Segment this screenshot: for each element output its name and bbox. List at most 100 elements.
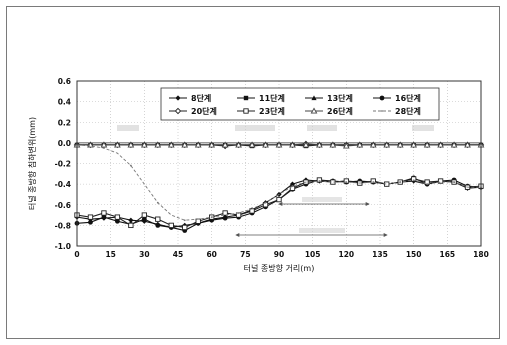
annotation-blur-3 [307,125,337,131]
legend-label: 23단계 [259,106,285,116]
data-point [437,141,444,148]
data-point [114,214,121,220]
legend: 8단계 11단계 13단계 16단계 20단계 23단계 26단계 28단계 [160,87,440,121]
legend-swatch-marker [379,95,385,101]
data-point [88,219,93,225]
data-point [276,196,282,203]
y-tick-label: 0.4 [58,98,71,107]
data-point [235,141,242,148]
data-point [399,181,402,183]
data-point [370,178,376,184]
data-point [156,201,159,204]
data-point [155,216,161,222]
data-point [248,141,256,148]
series-line [76,144,481,221]
data-point [101,210,107,216]
legend-label: 13단계 [327,93,353,103]
legend-item: 23단계 [237,106,285,116]
data-point [183,219,186,222]
axes: 0.6 0.4 0.2 0.0 -0.2 -0.4 -0.6 -0.8 -1.00 15 30 45 6… [27,77,489,273]
data-point [222,210,228,216]
data-point [129,164,132,167]
x-tick-label: 120 [339,250,355,259]
y-tick-label: -1.0 [55,242,71,251]
x-tick-label: 30 [139,250,149,259]
y-tick-label: -0.6 [55,201,71,210]
y-tick-label: -0.2 [55,160,71,169]
data-point [237,212,240,214]
data-point [222,215,228,221]
y-axis-title: 터널 종방향 침하변위(mm) [27,117,37,210]
x-tick-label: 75 [240,250,250,259]
data-point [342,142,350,149]
y-tick-label: -0.4 [55,180,71,189]
legend-swatch-marker [310,107,318,114]
data-point [128,222,134,229]
x-tick-label: 105 [305,250,321,259]
x-tick-label: 90 [274,250,284,259]
data-point [275,141,283,148]
data-point [87,214,94,220]
figure-frame: 0.6 0.4 0.2 0.0 -0.2 -0.4 -0.6 -0.8 -1.0 0 15 30 45 6… [6,6,500,339]
data-point [128,217,134,223]
data-point [100,141,108,148]
x-tick-label: 165 [440,250,456,259]
data-point [168,222,174,229]
data-point [194,141,202,148]
data-point [410,141,418,148]
displacement-chart: 0.6 0.4 0.2 0.0 -0.2 -0.4 -0.6 -0.8 -1.00 15 30 45 6… [27,77,489,273]
x-tick-label: 0 [74,250,79,259]
legend-item: 16단계 [373,93,421,103]
data-point [289,141,296,148]
legend-item: 13단계 [305,93,353,103]
annotations [117,125,434,237]
legend-label: 26단계 [327,106,353,116]
legend-swatch-marker [175,95,181,101]
data-point [181,141,189,148]
data-point [141,216,147,222]
data-point [210,216,213,219]
x-tick-label: 135 [372,250,388,259]
annotation-blur-6 [299,228,345,233]
x-axis-title: 터널 종방향 거리(m) [244,263,315,273]
data-point [383,141,391,148]
data-point [369,141,377,148]
data-point [140,141,148,148]
data-point [141,212,147,218]
data-point [372,181,375,183]
legend-label: 28단계 [395,106,421,116]
x-tick-label: 15 [105,250,115,259]
legend-item: 28단계 [373,106,421,116]
data-point [411,176,417,182]
legend-label: 11단계 [259,93,285,103]
data-point [318,180,321,182]
legend-box [160,87,440,121]
data-point [182,224,188,231]
legend-swatch-marker [243,95,249,101]
data-point [289,181,296,187]
plot-area-border [76,80,482,247]
data-point [291,185,294,188]
data-point [423,141,431,148]
data-point [264,201,267,204]
data-point [262,141,269,148]
legend-swatch-marker [174,107,182,115]
annotation-blur-2 [235,125,275,131]
y-tick-label: 0.2 [58,118,71,127]
data-point [154,141,162,148]
legend-label: 20단계 [191,106,217,116]
data-point [450,141,458,148]
legend-swatch-marker [311,95,317,101]
x-tick-label: 60 [206,250,216,259]
legend-item: 11단계 [237,93,285,103]
x-tick-label: 150 [406,250,422,259]
data-point [316,177,323,183]
x-tick-label: 45 [173,250,183,259]
series-6 [74,176,484,231]
data-point [426,183,429,186]
data-point [343,178,349,184]
data-point [155,222,161,228]
annotation-blur-5 [302,197,342,202]
data-point [437,178,444,184]
data-point [356,141,364,148]
